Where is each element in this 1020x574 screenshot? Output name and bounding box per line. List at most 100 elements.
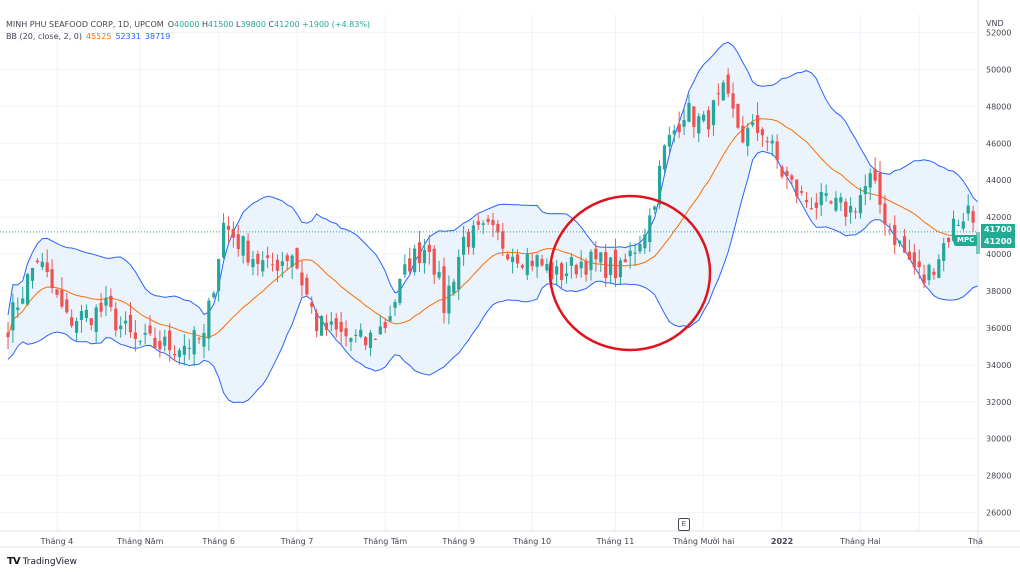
bb-basis-value: 45525	[85, 32, 112, 41]
candle-body	[775, 141, 779, 161]
price-tag-high: 41700	[981, 224, 1015, 236]
candle-body	[633, 252, 637, 254]
x-tick-label: Tháng Mười hai	[672, 536, 734, 546]
candle-body	[143, 332, 147, 335]
candle-body	[834, 197, 838, 211]
candle-body	[711, 100, 716, 126]
candle-body	[716, 93, 720, 95]
candle-body	[35, 260, 39, 263]
price-tag-last: 41200	[981, 236, 1015, 248]
candle-body	[417, 242, 422, 264]
candle-body	[447, 285, 451, 314]
candle-body	[339, 321, 343, 332]
candle-body	[11, 302, 15, 331]
candle-body	[310, 302, 314, 307]
candle-body	[540, 258, 544, 266]
bb-indicator-row[interactable]: BB (20, close, 2, 0) 45525 52331 38719	[6, 31, 370, 43]
candle-body	[643, 234, 647, 249]
x-tick-label: Tháng 6	[201, 537, 235, 546]
candle-body	[16, 307, 20, 311]
candle-body	[74, 320, 79, 333]
candle-body	[942, 243, 946, 261]
candle-body	[496, 223, 500, 233]
candle-body	[829, 201, 833, 204]
candle-body	[682, 120, 686, 127]
candle-body	[133, 332, 137, 339]
candle-body	[452, 281, 456, 294]
candle-body	[902, 236, 907, 253]
candle-body	[373, 338, 378, 340]
candle-body	[261, 260, 265, 272]
candle-body	[422, 249, 427, 264]
candle-body	[319, 315, 324, 336]
candle-body	[55, 289, 59, 295]
candle-body	[79, 310, 84, 321]
candle-body	[868, 173, 872, 188]
candle-body	[555, 266, 559, 275]
candle-body	[491, 220, 495, 226]
candle-body	[354, 334, 358, 336]
annotation-ellipse	[548, 194, 712, 352]
candle-body	[40, 261, 44, 268]
candle-body	[569, 257, 573, 266]
candle-body	[119, 325, 123, 330]
candle-body	[153, 337, 157, 348]
candle-body	[246, 240, 250, 263]
candle-body	[790, 175, 794, 180]
candle-body	[168, 330, 172, 351]
x-tick-label: Tháng 7	[280, 537, 314, 546]
candle-body	[471, 225, 476, 248]
candle-body	[290, 255, 294, 267]
candle-body	[457, 256, 461, 290]
candle-body	[971, 211, 975, 223]
x-tick-label: Tháng 10	[512, 537, 551, 546]
candle-body	[628, 250, 632, 257]
candle-body	[888, 229, 892, 231]
candle-body	[501, 231, 505, 249]
y-tick-label: 52000	[986, 28, 1011, 37]
candle-body	[427, 244, 431, 252]
candle-body	[574, 264, 578, 275]
candle-body	[878, 173, 882, 205]
candle-body	[388, 316, 392, 322]
candle-body	[256, 253, 260, 264]
candle-body	[432, 248, 436, 275]
candle-body	[275, 259, 280, 271]
y-tick-label: 50000	[986, 65, 1011, 74]
candle-body	[922, 274, 926, 284]
tradingview-brand[interactable]: TV TradingView	[7, 556, 77, 567]
candle-body	[530, 260, 534, 267]
earnings-event-marker[interactable]: E	[678, 518, 690, 531]
y-tick-label: 38000	[986, 287, 1011, 296]
high-value: 41500	[208, 20, 234, 29]
x-tick-label: Tháng Hai	[839, 537, 881, 546]
candle-body	[947, 237, 951, 243]
candle-body	[187, 347, 191, 349]
candle-body	[163, 336, 167, 346]
y-tick-label: 46000	[986, 139, 1011, 148]
candle-body	[251, 258, 255, 268]
candle-body	[285, 255, 289, 262]
candle-body	[687, 102, 691, 122]
candle-body	[241, 236, 245, 256]
candle-body	[907, 251, 912, 260]
candle-body	[604, 252, 608, 278]
candle-body	[359, 329, 363, 337]
candle-body	[324, 322, 329, 330]
candle-body	[819, 192, 823, 206]
candle-body	[966, 205, 970, 214]
candle-body	[545, 263, 549, 271]
candle-body	[599, 252, 603, 263]
candle-body	[653, 206, 657, 210]
candle-body	[114, 308, 118, 331]
candle-body	[824, 193, 828, 196]
candle-body	[579, 261, 583, 269]
y-tick-label: 44000	[986, 176, 1011, 185]
candle-body	[800, 191, 804, 193]
y-tick-label: 40000	[986, 250, 1011, 259]
candle-body	[692, 106, 696, 127]
candle-body	[45, 262, 49, 273]
candle-body	[893, 225, 897, 246]
candle-body	[550, 262, 554, 280]
